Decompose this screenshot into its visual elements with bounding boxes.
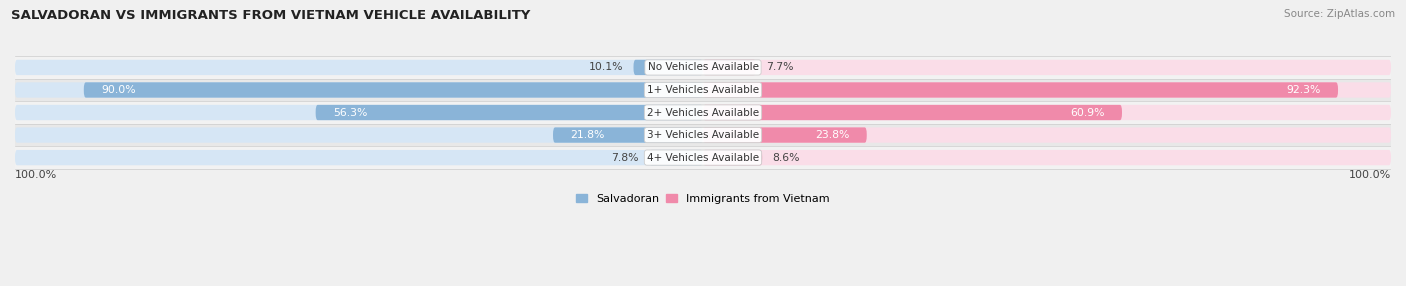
FancyBboxPatch shape	[703, 82, 1339, 98]
Bar	[15, 124, 1391, 146]
FancyBboxPatch shape	[703, 150, 1391, 165]
FancyBboxPatch shape	[703, 105, 1391, 120]
FancyBboxPatch shape	[15, 82, 703, 98]
Text: SALVADORAN VS IMMIGRANTS FROM VIETNAM VEHICLE AVAILABILITY: SALVADORAN VS IMMIGRANTS FROM VIETNAM VE…	[11, 9, 530, 21]
Text: 4+ Vehicles Available: 4+ Vehicles Available	[647, 153, 759, 163]
Text: 100.0%: 100.0%	[15, 170, 58, 180]
FancyBboxPatch shape	[634, 60, 703, 75]
Text: Source: ZipAtlas.com: Source: ZipAtlas.com	[1284, 9, 1395, 19]
Text: 1+ Vehicles Available: 1+ Vehicles Available	[647, 85, 759, 95]
FancyBboxPatch shape	[703, 60, 756, 75]
FancyBboxPatch shape	[15, 60, 703, 75]
Text: 92.3%: 92.3%	[1286, 85, 1320, 95]
Text: 8.6%: 8.6%	[772, 153, 800, 163]
Text: 100.0%: 100.0%	[1348, 170, 1391, 180]
Bar	[15, 146, 1391, 169]
FancyBboxPatch shape	[316, 105, 703, 120]
Text: 3+ Vehicles Available: 3+ Vehicles Available	[647, 130, 759, 140]
FancyBboxPatch shape	[15, 127, 703, 143]
Bar	[15, 56, 1391, 79]
FancyBboxPatch shape	[15, 105, 703, 120]
FancyBboxPatch shape	[553, 127, 703, 143]
FancyBboxPatch shape	[84, 82, 703, 98]
Text: 60.9%: 60.9%	[1070, 108, 1105, 118]
FancyBboxPatch shape	[703, 82, 1391, 98]
FancyBboxPatch shape	[15, 150, 703, 165]
Bar	[15, 79, 1391, 101]
Bar	[15, 101, 1391, 124]
Text: 7.8%: 7.8%	[612, 153, 638, 163]
FancyBboxPatch shape	[703, 127, 866, 143]
Text: 23.8%: 23.8%	[815, 130, 849, 140]
FancyBboxPatch shape	[703, 60, 1391, 75]
Text: 10.1%: 10.1%	[589, 62, 623, 72]
Text: No Vehicles Available: No Vehicles Available	[648, 62, 758, 72]
Text: 7.7%: 7.7%	[766, 62, 794, 72]
Text: 90.0%: 90.0%	[101, 85, 135, 95]
FancyBboxPatch shape	[703, 105, 1122, 120]
Text: 21.8%: 21.8%	[571, 130, 605, 140]
FancyBboxPatch shape	[703, 127, 1391, 143]
Text: 2+ Vehicles Available: 2+ Vehicles Available	[647, 108, 759, 118]
Text: 56.3%: 56.3%	[333, 108, 367, 118]
FancyBboxPatch shape	[703, 150, 762, 165]
FancyBboxPatch shape	[650, 150, 703, 165]
Legend: Salvadoran, Immigrants from Vietnam: Salvadoran, Immigrants from Vietnam	[572, 189, 834, 208]
